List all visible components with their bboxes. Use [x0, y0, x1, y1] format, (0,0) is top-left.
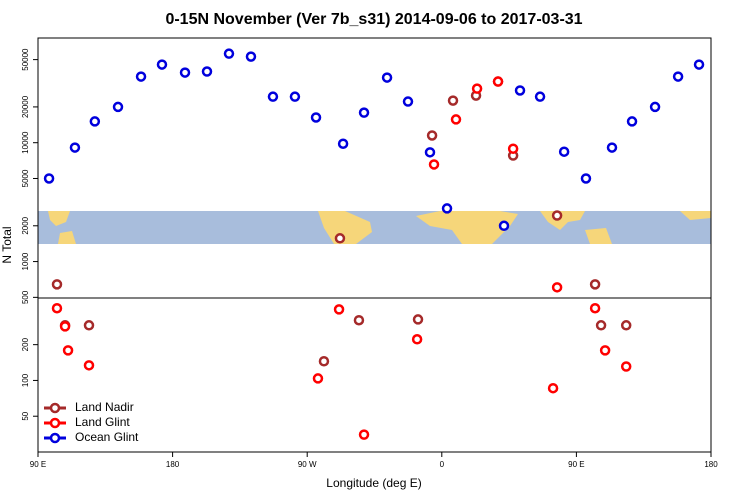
legend-marker [49, 417, 61, 429]
point [441, 203, 453, 214]
legend-label: Land Nadir [75, 400, 134, 414]
point [411, 334, 423, 345]
point [334, 233, 346, 244]
point [426, 130, 438, 141]
y-tick-label: 1000 [21, 252, 30, 270]
point [424, 147, 436, 158]
point [337, 138, 349, 149]
point [135, 71, 147, 82]
point [558, 146, 570, 157]
legend-marker [49, 432, 61, 444]
point [606, 142, 618, 153]
point [620, 361, 632, 372]
point [358, 107, 370, 118]
legend-label: Ocean Glint [75, 430, 139, 444]
point [599, 345, 611, 356]
point [447, 95, 459, 106]
point [59, 321, 71, 332]
point [402, 96, 414, 107]
point [69, 142, 81, 153]
point [312, 373, 324, 384]
y-tick-label: 10000 [21, 131, 30, 154]
x-tick-label: 90 W [298, 460, 317, 469]
y-tick-label: 200 [21, 337, 30, 351]
point [589, 279, 601, 290]
y-tick-label: 20000 [21, 95, 30, 118]
point [267, 91, 279, 102]
point [201, 66, 213, 77]
point [318, 356, 330, 367]
point [551, 210, 563, 221]
point [693, 59, 705, 70]
point [51, 279, 63, 290]
point [412, 314, 424, 325]
point [649, 101, 661, 113]
y-tick-label: 100 [21, 373, 30, 387]
point [310, 112, 322, 123]
point [580, 173, 592, 184]
point [245, 51, 257, 62]
point [507, 143, 519, 154]
x-axis-label: Longitude (deg E) [326, 476, 421, 490]
point [89, 116, 101, 127]
world-map-strip [38, 211, 711, 244]
x-tick-label: 90 E [30, 460, 46, 469]
point [179, 67, 191, 78]
point [381, 72, 393, 83]
chart-title: 0-15N November (Ver 7b_s31) 2014-09-06 t… [165, 11, 582, 28]
point [223, 48, 235, 59]
x-tick-label: 0 [440, 460, 445, 469]
point [514, 85, 526, 96]
point [551, 282, 563, 293]
y-tick-label: 5000 [21, 169, 30, 187]
point [43, 173, 55, 184]
y-tick-label: 50000 [21, 48, 30, 71]
y-tick-label: 500 [21, 290, 30, 304]
x-tick-label: 180 [166, 460, 180, 469]
point [333, 304, 345, 315]
point [589, 302, 601, 314]
point [156, 59, 168, 70]
y-axis-label: N Total [0, 226, 14, 263]
point [626, 116, 638, 127]
point [358, 429, 370, 440]
point [450, 114, 462, 125]
point [620, 320, 632, 331]
legend-label: Land Glint [75, 415, 130, 429]
point [471, 83, 483, 94]
x-tick-label: 180 [704, 460, 718, 469]
point [62, 345, 74, 356]
point [428, 159, 440, 170]
point [547, 382, 559, 394]
x-tick-label: 90 E [568, 460, 584, 469]
point [595, 320, 607, 331]
point [51, 302, 63, 314]
legend-marker [49, 402, 61, 414]
point [492, 76, 504, 87]
point [83, 360, 95, 371]
y-tick-label: 2000 [21, 216, 30, 234]
point [498, 220, 510, 232]
plot-frame [37, 37, 712, 453]
point [289, 91, 301, 102]
point [83, 320, 95, 331]
point [672, 71, 684, 82]
y-tick-label: 50 [21, 411, 30, 420]
point [112, 101, 124, 113]
point [534, 91, 546, 102]
point [353, 314, 365, 326]
